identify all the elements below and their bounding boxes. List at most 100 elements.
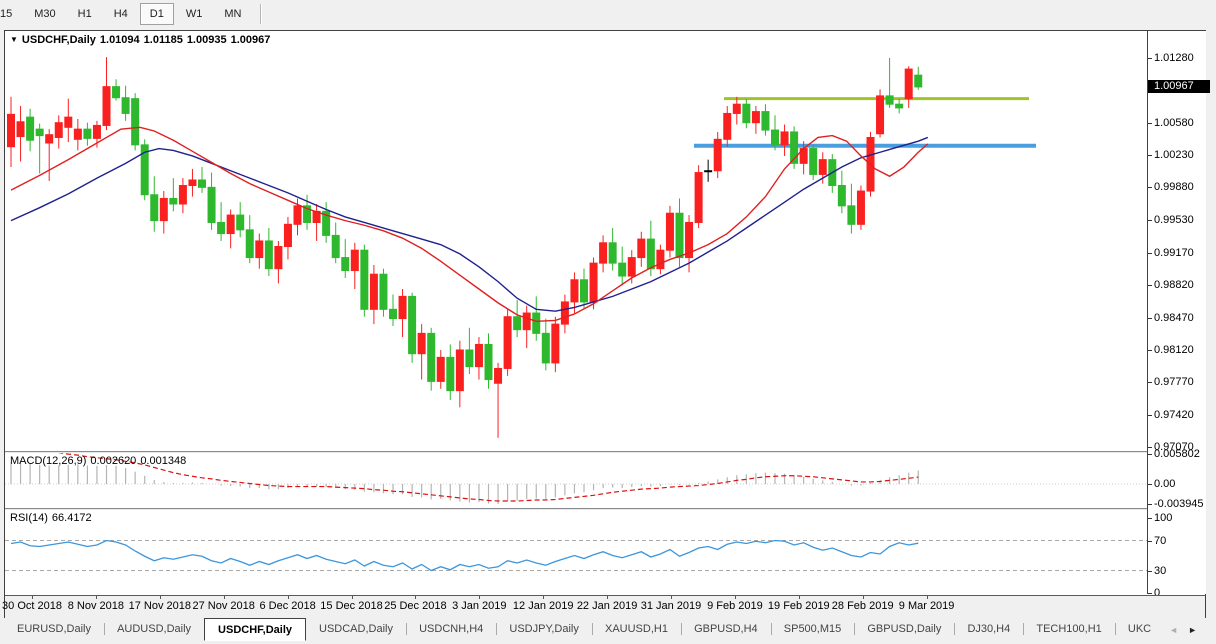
candle-body	[264, 240, 273, 270]
timeframe-button-h4[interactable]: H4	[113, 8, 128, 20]
candle-body	[751, 111, 760, 124]
date-axis-label: 30 Oct 2018	[2, 600, 62, 612]
macd-pane[interactable]	[5, 453, 1147, 508]
price-axis-label: 0.99170	[1148, 247, 1211, 259]
candle-body	[541, 332, 550, 364]
date-axis[interactable]: 30 Oct 2018 8 Nov 2018 17 Nov 2018 27 Nov 2…	[2, 595, 1205, 618]
candle-body	[83, 128, 92, 139]
candle-body	[914, 74, 923, 88]
timeframe-toolbar: 15 M30 H1 H4 D1 W1 MN	[0, 0, 1216, 28]
date-axis-tick	[351, 596, 353, 599]
symbol-tab-audusd-daily[interactable]: AUDUSD,Daily	[117, 623, 192, 635]
date-axis-tick	[415, 596, 417, 599]
candle-body	[73, 128, 82, 140]
symbol-tab-usdchf-daily[interactable]: USDCHF,Daily	[204, 618, 307, 641]
chart-window: ▼ USDCHF,Daily 1.01094 1.01185 1.00935 1.0096…	[2, 30, 1210, 618]
window-bottom-edge	[0, 641, 1216, 644]
macd-axis-label: 0.005802	[1148, 448, 1211, 460]
candle-body	[274, 245, 283, 270]
timeframe-button-m30[interactable]: M30	[34, 8, 56, 20]
candle-body	[379, 273, 388, 310]
date-axis-label: 12 Jan 2019	[512, 600, 574, 612]
candle-body	[694, 172, 703, 223]
price-axis-label: 0.98820	[1148, 279, 1211, 291]
rsi-axis-label: 0	[1148, 587, 1211, 599]
chart-dropdown-arrow-icon[interactable]: ▼	[10, 35, 18, 44]
candle-body	[627, 257, 636, 277]
date-axis-label: 9 Mar 2019	[898, 600, 955, 612]
timeframe-button-15[interactable]: 15	[0, 8, 13, 20]
symbol-tab-xauusd-h1[interactable]: XAUUSD,H1	[605, 623, 668, 635]
date-axis-tick	[798, 596, 800, 599]
candle-body	[551, 323, 560, 364]
symbol-tab-gbpusd-daily[interactable]: GBPUSD,Daily	[867, 623, 942, 635]
macd-signal-line	[57, 453, 919, 502]
candle-body	[589, 262, 598, 303]
pane-divider[interactable]	[5, 451, 1205, 453]
date-axis-label: 25 Dec 2018	[384, 600, 447, 612]
candle-body	[904, 68, 913, 100]
symbol-tab-usdcad-daily[interactable]: USDCAD,Daily	[319, 623, 393, 635]
macd-indicator-label: MACD(12,26,9) 0.002620 0.001348	[10, 455, 187, 467]
date-axis-label: 22 Jan 2019	[576, 600, 638, 612]
timeframe-button-mn[interactable]: MN	[224, 8, 242, 20]
tab-scroll-left-icon[interactable]: ◄	[1169, 624, 1179, 635]
candle-body	[704, 170, 713, 173]
symbol-tab-usdjpy-daily[interactable]: USDJPY,Daily	[509, 623, 579, 635]
symbol-tab-sp500-m15[interactable]: SP500,M15	[783, 623, 842, 635]
macd-axis-label: -0.003945	[1148, 498, 1211, 510]
price-axis-label: 1.00230	[1148, 149, 1211, 161]
date-axis-tick	[734, 596, 736, 599]
candle-body	[112, 86, 121, 99]
price-axis-label: 0.99530	[1148, 214, 1211, 226]
candle-body	[427, 332, 436, 382]
candle-body	[236, 214, 245, 231]
timeframe-button-d1[interactable]: D1	[139, 3, 174, 25]
candle-body	[226, 214, 235, 235]
symbol-tab-ukc[interactable]: UKC	[1127, 623, 1152, 635]
symbol-tab-tech100-h1[interactable]: TECH100,H1	[1036, 623, 1102, 635]
candle-body	[790, 131, 799, 164]
symbol-tab-usdcnh-h4[interactable]: USDCNH,H4	[419, 623, 484, 635]
candle-body	[417, 332, 426, 355]
toolbar-separator	[260, 4, 263, 24]
ohlc-open: 1.01094	[99, 34, 140, 46]
macd-signal-value: 0.001348	[140, 455, 187, 467]
candle-body	[350, 249, 359, 272]
candle-body	[608, 242, 617, 264]
candle-body	[876, 95, 885, 135]
date-axis-label: 17 Nov 2018	[128, 600, 191, 612]
date-axis-tick	[223, 596, 225, 599]
candle-body	[446, 356, 455, 392]
candle-body	[599, 242, 608, 264]
candle-body	[885, 95, 894, 105]
date-axis-tick	[479, 596, 481, 599]
symbol-tab-gbpusd-h4[interactable]: GBPUSD,H4	[694, 623, 758, 635]
pane-divider[interactable]	[5, 508, 1205, 510]
symbol-tab-eurusd-daily[interactable]: EURUSD,Daily	[17, 623, 91, 635]
candle-body	[398, 295, 407, 320]
price-axis[interactable]: 1.01280 1.00580 1.00230 0.99880 0.99530 0.991…	[1147, 31, 1210, 599]
candle-body	[54, 122, 63, 138]
date-axis-tick	[159, 596, 161, 599]
candle-body	[369, 273, 378, 310]
candle-body	[188, 179, 197, 187]
date-axis-tick	[607, 596, 609, 599]
timeframe-button-w1[interactable]: W1	[185, 8, 203, 20]
rsi-axis-label: 30	[1148, 565, 1211, 577]
price-axis-label: 0.98120	[1148, 344, 1211, 356]
price-axis-label: 0.97770	[1148, 376, 1211, 388]
tab-scroll-right-icon[interactable]: ►	[1188, 624, 1197, 635]
candle-body	[169, 197, 178, 205]
symbol-tab-dj30-h4[interactable]: DJ30,H4	[967, 623, 1011, 635]
candle-body	[656, 249, 665, 270]
candle-body	[35, 128, 44, 137]
candle-body	[255, 240, 264, 259]
candle-body	[513, 316, 522, 331]
timeframe-button-h1[interactable]: H1	[77, 8, 92, 20]
candle-body	[341, 257, 350, 272]
main-chart-pane[interactable]	[5, 31, 1147, 451]
candle-body	[761, 111, 770, 131]
rsi-pane[interactable]	[5, 510, 1147, 594]
